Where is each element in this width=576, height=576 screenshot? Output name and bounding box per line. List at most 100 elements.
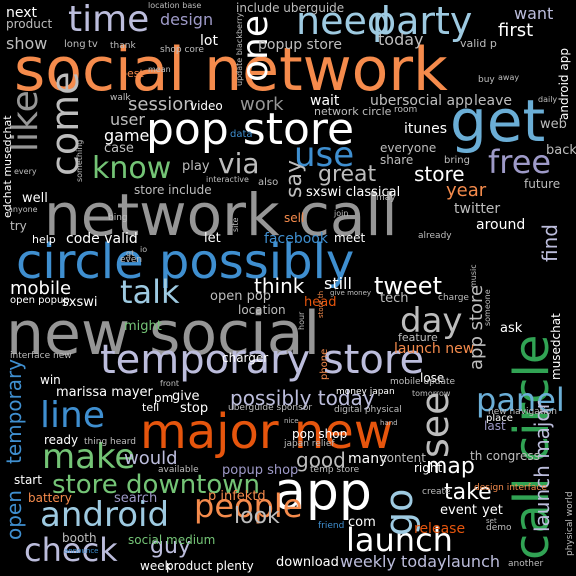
word: demo — [486, 523, 512, 533]
word: need — [296, 0, 391, 43]
word: interface new — [10, 351, 72, 361]
word: itunes — [404, 121, 448, 137]
word: interactive — [206, 175, 249, 184]
word: thing heard — [84, 437, 137, 447]
word: know — [92, 151, 172, 186]
word: go — [377, 488, 421, 536]
word: event — [440, 503, 478, 518]
word: open popup — [10, 295, 70, 306]
word: hand — [380, 419, 398, 427]
word: thank — [110, 41, 136, 51]
word: walk — [110, 93, 131, 103]
word: find — [538, 224, 562, 262]
word: create — [422, 487, 451, 497]
word: long — [64, 39, 86, 50]
word: sxswi classical — [306, 185, 401, 200]
word: last — [484, 419, 506, 433]
word: also — [258, 177, 279, 188]
word: meet — [334, 231, 366, 245]
word: free — [488, 143, 552, 181]
word: release — [414, 521, 466, 537]
word: code valid — [66, 231, 138, 247]
word: design — [160, 10, 214, 29]
word: content — [380, 451, 426, 465]
word: popup shop — [222, 463, 299, 478]
word: feature — [398, 331, 438, 344]
word: musedchat — [549, 313, 563, 380]
word: line — [40, 395, 105, 436]
word: great — [318, 162, 377, 187]
word: game — [104, 126, 150, 145]
word: edchat musedchat — [1, 115, 14, 218]
word: session — [128, 94, 195, 115]
word: next — [6, 5, 38, 21]
word: future — [524, 177, 561, 191]
word: set — [486, 517, 497, 525]
word: popup store — [258, 37, 342, 53]
word: store — [414, 162, 465, 186]
word: around — [476, 217, 526, 233]
word: stop — [180, 401, 209, 416]
word: join — [334, 209, 349, 218]
word: bing — [108, 213, 128, 223]
word: buy — [478, 75, 495, 85]
word: open pop — [210, 289, 272, 304]
word: web — [540, 117, 567, 132]
word: would — [124, 448, 178, 469]
word: video — [190, 99, 223, 113]
word: available — [158, 465, 199, 475]
word: room — [394, 105, 418, 115]
word: io — [140, 245, 148, 254]
word: win — [40, 373, 61, 387]
word: might — [124, 319, 162, 334]
word: tomorrow — [412, 389, 451, 398]
word: share — [380, 153, 414, 167]
word: year — [446, 180, 487, 201]
word: best — [120, 67, 144, 80]
word: money japan — [336, 387, 395, 397]
word: uberguide sponsor — [228, 403, 313, 413]
word: com — [348, 515, 376, 530]
word: tell — [142, 401, 160, 414]
word: store th — [317, 290, 325, 318]
word: week — [140, 559, 172, 573]
word: new navigation — [488, 407, 557, 417]
word: data — [230, 129, 253, 140]
word: check — [24, 531, 118, 569]
word: mean — [148, 65, 171, 74]
word: charger — [222, 351, 269, 365]
word: try — [10, 219, 27, 233]
word: someone — [483, 289, 492, 326]
word: search — [114, 491, 158, 506]
word: want — [514, 4, 554, 23]
word: think — [254, 274, 305, 298]
word: shop core — [160, 45, 204, 55]
word: say — [282, 160, 307, 198]
word: update blackberry — [235, 12, 244, 86]
word: download — [276, 555, 339, 570]
word: launch major — [530, 401, 554, 532]
word: even — [120, 255, 143, 265]
word: major new — [140, 404, 394, 460]
word: sxswi — [62, 295, 98, 310]
word: start — [14, 473, 42, 487]
word: sell — [284, 211, 305, 225]
word: talk — [120, 273, 180, 311]
word: music — [469, 264, 478, 288]
word: product plenty — [166, 559, 254, 573]
word: tweet — [374, 272, 442, 300]
word: wait — [310, 93, 340, 109]
word: map — [426, 454, 475, 479]
word: physical world — [565, 491, 575, 556]
word: another — [508, 559, 544, 569]
word: away — [498, 73, 520, 82]
word: may — [376, 193, 396, 203]
word: party — [372, 0, 473, 43]
word: include uberguide — [236, 1, 345, 15]
word: ask — [500, 321, 523, 336]
word: right — [414, 461, 443, 475]
word: ubersocial app — [370, 93, 473, 109]
word: store include — [134, 183, 212, 197]
word: twitter — [454, 201, 501, 217]
